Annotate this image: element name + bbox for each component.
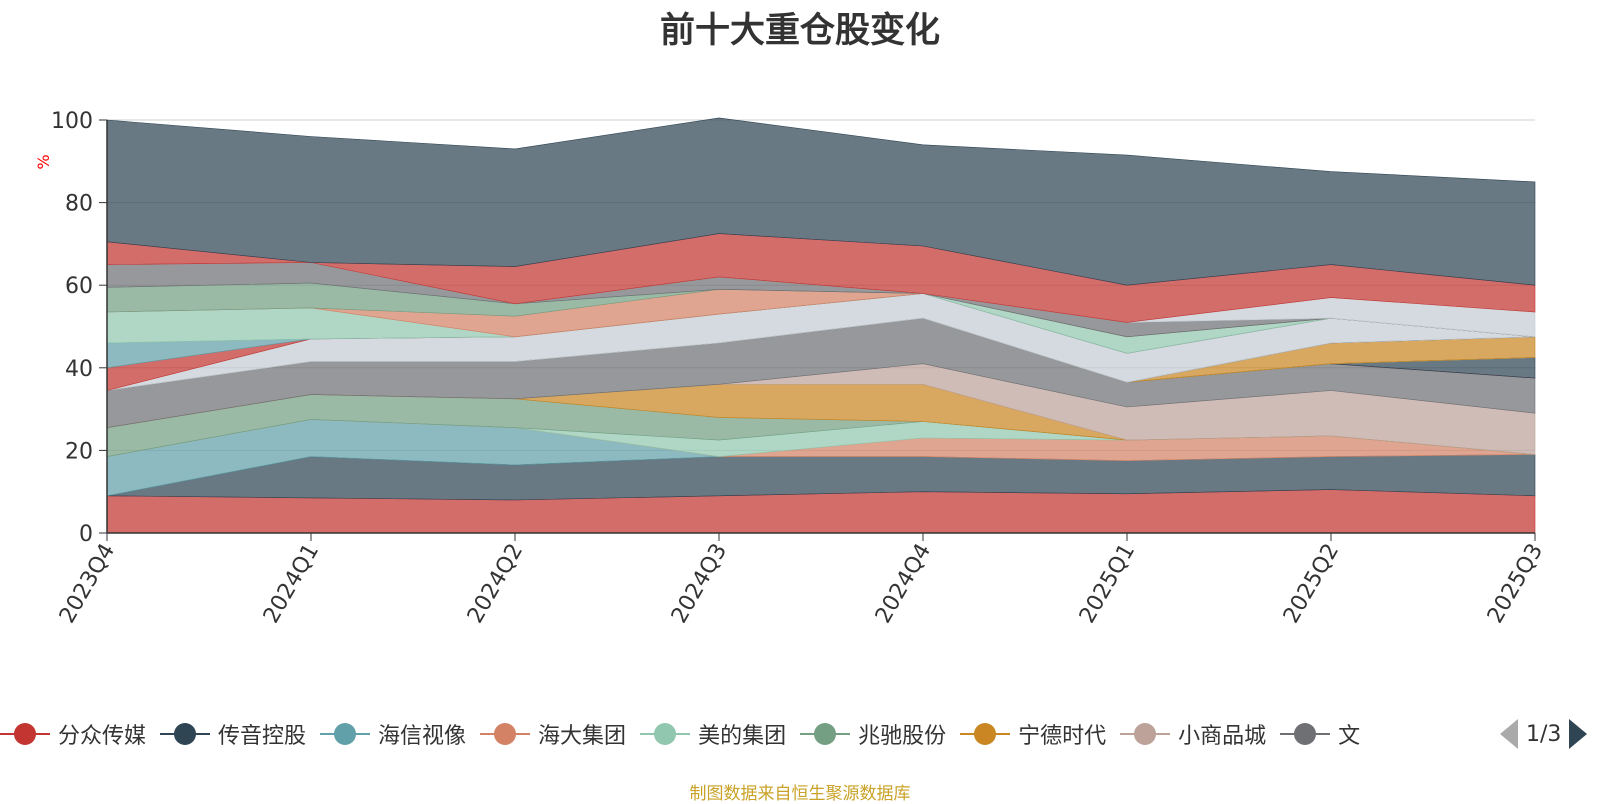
- legend-item[interactable]: 海大集团: [480, 718, 626, 750]
- legend-marker-icon: [1120, 721, 1171, 747]
- legend-label: 分众传媒: [58, 724, 147, 749]
- legend-marker-icon: [0, 721, 50, 747]
- area-series-31: [106, 117, 1536, 286]
- x-tick-label: 2024Q2: [463, 540, 528, 628]
- legend-item[interactable]: 传音控股: [160, 718, 306, 750]
- x-tick-label: 2025Q1: [1075, 540, 1140, 628]
- y-axis-label: %: [34, 154, 53, 169]
- legend-label: 兆驰股份: [858, 724, 947, 749]
- legend-label: 传音控股: [218, 724, 307, 749]
- legend-label: 文: [1338, 724, 1361, 749]
- legend-pager: 1/3: [1500, 718, 1600, 750]
- y-tick-label: 20: [65, 439, 93, 464]
- legend-item[interactable]: 美的集团: [640, 718, 786, 750]
- legend-marker-icon: [800, 721, 851, 747]
- legend-label: 小商品城: [1178, 724, 1267, 749]
- legend-item[interactable]: 海信视像: [320, 718, 466, 750]
- y-tick-label: 100: [51, 109, 93, 134]
- y-tick-label: 40: [65, 357, 93, 382]
- legend-label: 海信视像: [378, 724, 467, 749]
- legend-item[interactable]: 文: [1280, 718, 1360, 750]
- legend-marker-icon: [480, 721, 531, 747]
- legend-marker-icon: [320, 721, 371, 747]
- source-note: 制图数据来自恒生聚源数据库: [689, 784, 911, 804]
- x-tick-label: 2025Q3: [1483, 540, 1548, 628]
- y-tick-label: 80: [65, 192, 93, 217]
- legend-marker-icon: [1280, 721, 1331, 747]
- legend: 分众传媒 传音控股 海信视像 海大集团 美的集团 兆驰股份 宁德时代 小商品城 文: [0, 713, 1490, 755]
- y-tick-label: 60: [65, 274, 93, 299]
- y-tick-label: 0: [79, 522, 93, 547]
- legend-page-indicator: 1/3: [1526, 721, 1562, 747]
- legend-marker-icon: [960, 721, 1011, 747]
- legend-item[interactable]: 兆驰股份: [800, 718, 946, 750]
- x-tick-label: 2024Q3: [667, 540, 732, 628]
- x-tick-label: 2023Q4: [55, 540, 120, 628]
- legend-marker-icon: [160, 721, 211, 747]
- legend-item[interactable]: 宁德时代: [960, 718, 1106, 750]
- area-series: [106, 117, 1536, 534]
- x-tick-label: 2024Q4: [871, 540, 936, 628]
- legend-item[interactable]: 分众传媒: [0, 718, 146, 750]
- legend-item[interactable]: 小商品城: [1120, 718, 1266, 750]
- legend-label: 海大集团: [538, 724, 627, 749]
- x-tick-label: 2024Q1: [259, 540, 324, 628]
- legend-label: 宁德时代: [1018, 724, 1107, 749]
- x-tick-label: 2025Q2: [1279, 540, 1344, 628]
- legend-prev-page-icon[interactable]: [1500, 719, 1518, 749]
- legend-marker-icon: [640, 721, 691, 747]
- chart-title: 前十大重仓股变化: [659, 11, 940, 51]
- legend-label: 美的集团: [698, 724, 787, 749]
- legend-next-page-icon[interactable]: [1569, 719, 1588, 749]
